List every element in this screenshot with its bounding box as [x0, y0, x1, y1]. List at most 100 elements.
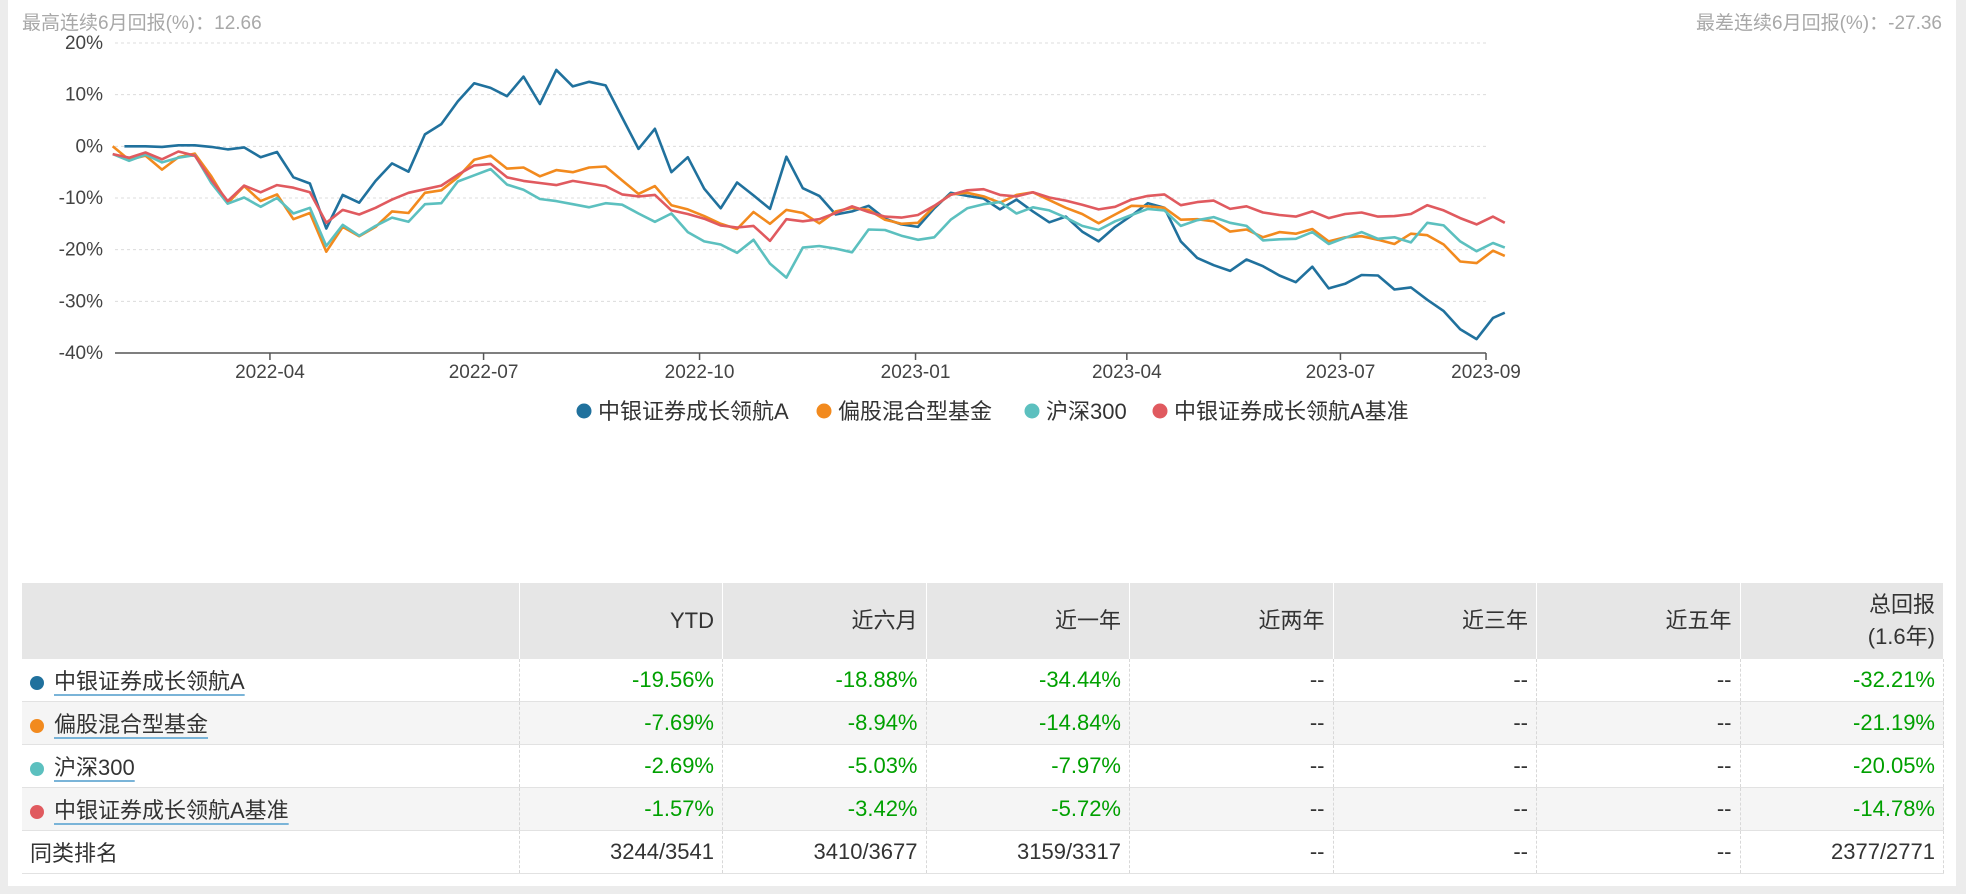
fund-name-link[interactable]: 中银证券成长领航A基准 [54, 798, 289, 823]
legend-item-1[interactable]: 偏股混合型基金 [816, 399, 993, 424]
header-3y: 近三年 [1333, 583, 1537, 659]
header-ytd: YTD [519, 583, 723, 659]
header-total: 总回报 (1.6年) [1740, 583, 1944, 659]
return-cell: -18.88% [722, 659, 927, 702]
rank-cell: -- [1536, 830, 1741, 874]
legend-dot [576, 403, 592, 419]
y-tick-label: 10% [65, 85, 103, 106]
rank-cell: 2377/2771 [1740, 830, 1944, 874]
series-line-3[interactable] [112, 150, 1506, 243]
fund-cell: 中银证券成长领航A基准 [22, 787, 520, 831]
rank-cell: 3244/3541 [519, 830, 723, 874]
rank-label: 同类排名 [22, 830, 520, 874]
fund-name-link[interactable]: 沪深300 [54, 755, 135, 780]
return-cell: -5.03% [722, 744, 927, 788]
max-6m-return-value: 12.66 [214, 13, 262, 34]
header-name-col [22, 583, 520, 659]
return-cell: -- [1129, 744, 1334, 788]
min-6m-return-value: -27.36 [1888, 13, 1942, 34]
return-cell: -7.97% [926, 744, 1130, 788]
fund-name-link[interactable]: 中银证券成长领航A [54, 669, 245, 694]
return-cell: -34.44% [926, 659, 1130, 702]
rank-cell: 3410/3677 [722, 830, 927, 874]
legend-item-3[interactable]: 中银证券成长领航A基准 [1152, 399, 1409, 424]
header-6m: 近六月 [722, 583, 927, 659]
header-1y: 近一年 [926, 583, 1130, 659]
x-tick-label: 2023-01 [881, 362, 951, 383]
return-cell: -- [1333, 744, 1537, 788]
y-tick-label: -40% [59, 343, 103, 364]
rank-cell: -- [1129, 830, 1334, 874]
return-cell: -1.57% [519, 787, 723, 831]
series-line-1[interactable] [111, 145, 1506, 265]
x-axis: 2022-04 2022-07 2022-10 2023-01 2023-04 2023-… [235, 353, 1521, 383]
return-cell: -- [1536, 701, 1741, 745]
legend-label: 偏股混合型基金 [838, 399, 992, 424]
chart-series [111, 68, 1506, 341]
x-tick-label: 2023-04 [1092, 362, 1162, 383]
chart-grid [115, 42, 1486, 354]
legend-dot [816, 403, 832, 419]
table-row: 中银证券成长领航A基准 -1.57% -3.42% -5.72% -- -- -- -14.7… [22, 787, 1944, 831]
return-cell: -20.05% [1740, 744, 1944, 788]
table-row: 偏股混合型基金 -7.69% -8.94% -14.84% -- -- -- -21.19% [22, 701, 1944, 745]
legend-label: 沪深300 [1046, 399, 1127, 424]
return-line-chart[interactable]: 20%10%0%-10%-20%-30%-40% 2022-04 2022-07 2… [8, 0, 1956, 540]
return-cell: -- [1333, 787, 1537, 831]
min-6m-return-label: 最差连续6月回报(%)： [1696, 13, 1889, 34]
y-tick-label: 0% [76, 136, 104, 157]
x-tick-label: 2023-07 [1306, 362, 1376, 383]
min-6m-return-stat: 最差连续6月回报(%)：-27.36 [1696, 8, 1942, 35]
series-color-dot [30, 805, 44, 819]
fund-cell: 沪深300 [22, 744, 520, 788]
return-cell: -- [1536, 659, 1741, 702]
y-tick-label: 20% [65, 33, 103, 54]
header-total-period: (1.6年) [1867, 624, 1935, 649]
legend-dot [1152, 403, 1168, 419]
x-tick-label: 2022-07 [449, 362, 519, 383]
rank-row: 同类排名 3244/3541 3410/3677 3159/3317 -- -- -- 237… [22, 830, 1944, 874]
series-color-dot [30, 762, 44, 776]
y-tick-label: -20% [59, 240, 103, 261]
return-cell: -- [1129, 701, 1334, 745]
return-cell: -14.78% [1740, 787, 1944, 831]
return-cell: -2.69% [519, 744, 723, 788]
rank-cell: -- [1333, 830, 1537, 874]
legend-item-2[interactable]: 沪深300 [1024, 399, 1127, 424]
table-body: 中银证券成长领航A -19.56% -18.88% -34.44% -- -- -- -32.… [22, 659, 1944, 874]
series-color-dot [30, 676, 44, 690]
rank-cell: 3159/3317 [926, 830, 1130, 874]
legend-item-0[interactable]: 中银证券成长领航A [576, 399, 790, 424]
y-tick-label: -10% [59, 188, 103, 209]
max-6m-return-label: 最高连续6月回报(%)： [22, 13, 215, 34]
series-line-2[interactable] [112, 152, 1506, 279]
series-line-0[interactable] [124, 68, 1506, 341]
header-5y: 近五年 [1536, 583, 1741, 659]
series-color-dot [30, 719, 44, 733]
return-cell: -- [1129, 787, 1334, 831]
returns-table: YTD 近六月 近一年 近两年 近三年 近五年 总回报 (1.6年) 中银证券成长… [22, 583, 1944, 874]
fund-name-link[interactable]: 偏股混合型基金 [54, 712, 209, 737]
y-axis: 20% 10% 0% -10% -20% -30% -40% [59, 33, 103, 364]
return-cell: -3.42% [722, 787, 927, 831]
return-cell: -32.21% [1740, 659, 1944, 702]
x-tick-label: 2022-10 [665, 362, 735, 383]
return-cell: -5.72% [926, 787, 1130, 831]
x-tick-label: 2023-09 [1451, 362, 1521, 383]
return-cell: -14.84% [926, 701, 1130, 745]
return-cell: -- [1333, 659, 1537, 702]
return-cell: -- [1536, 787, 1741, 831]
x-tick-label: 2022-04 [235, 362, 305, 383]
return-cell: -- [1536, 744, 1741, 788]
return-cell: -19.56% [519, 659, 723, 702]
return-cell: -- [1333, 701, 1537, 745]
y-tick-label: -30% [59, 291, 103, 312]
chart-legend: 中银证券成长领航A 偏股混合型基金 沪深300 中银证券成长领航A基准 [576, 399, 1409, 424]
legend-label: 中银证券成长领航A [598, 399, 789, 424]
fund-cell: 中银证券成长领航A [22, 659, 520, 702]
table-row: 沪深300 -2.69% -5.03% -7.97% -- -- -- -20.05% [22, 744, 1944, 788]
table-header-row: YTD 近六月 近一年 近两年 近三年 近五年 总回报 (1.6年) [22, 583, 1944, 659]
header-2y: 近两年 [1129, 583, 1334, 659]
return-cell: -7.69% [519, 701, 723, 745]
max-6m-return-stat: 最高连续6月回报(%)：12.66 [22, 8, 262, 35]
